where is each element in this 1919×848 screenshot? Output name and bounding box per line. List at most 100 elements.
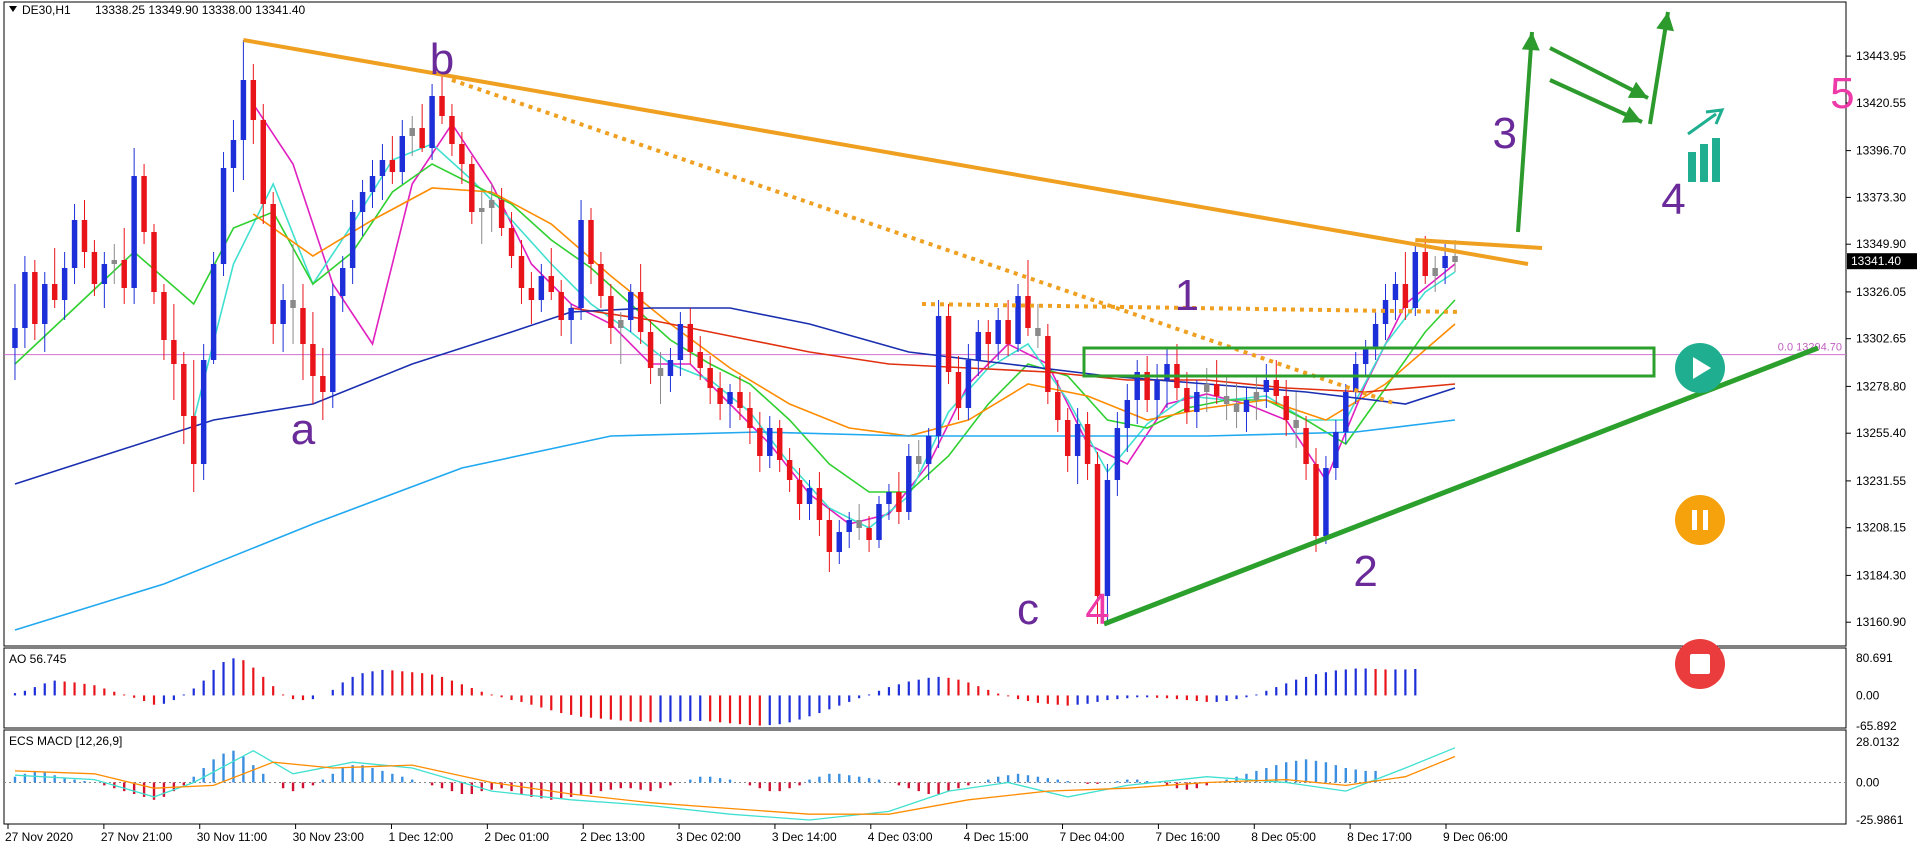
candle-body bbox=[1204, 384, 1210, 392]
candle-body bbox=[1352, 364, 1359, 392]
candle-body bbox=[667, 360, 674, 376]
time-tick-label: 8 Dec 17:00 bbox=[1347, 830, 1412, 844]
macd-panel bbox=[3, 729, 1847, 825]
candle-body bbox=[1084, 424, 1091, 464]
candle-body bbox=[1134, 372, 1140, 400]
candle-body bbox=[578, 220, 584, 308]
symbol-label: DE30,H1 bbox=[22, 3, 71, 17]
candle-body bbox=[896, 492, 902, 512]
candle-body bbox=[965, 360, 972, 408]
candle-body bbox=[508, 228, 515, 256]
candle-body bbox=[727, 392, 733, 404]
time-tick-label: 27 Nov 21:00 bbox=[101, 830, 173, 844]
price-tick-label: 13396.70 bbox=[1856, 144, 1906, 158]
candle-body bbox=[945, 316, 952, 372]
axis-layer: 13443.95 13420.55 13396.70 13373.30 13349.90… bbox=[5, 49, 1917, 844]
wave1-level-line bbox=[921, 302, 1463, 314]
candle-body bbox=[1045, 336, 1051, 392]
macd-tick-label: -25.9861 bbox=[1856, 813, 1904, 827]
candle-body bbox=[1382, 300, 1389, 324]
candle-body bbox=[339, 268, 346, 296]
price-tick-label: 13184.30 bbox=[1856, 568, 1906, 582]
candle-body bbox=[409, 128, 415, 136]
candle-body bbox=[1323, 468, 1329, 536]
candle-body bbox=[627, 292, 634, 320]
time-tick-label: 7 Dec 16:00 bbox=[1155, 830, 1220, 844]
projection-arrow-1-head bbox=[1521, 32, 1540, 51]
candle-body bbox=[657, 368, 664, 376]
candle-body bbox=[538, 276, 545, 300]
candle-body bbox=[101, 264, 108, 284]
wave-label-5: 1 bbox=[1175, 271, 1199, 320]
candle-body bbox=[737, 392, 743, 408]
candle-body bbox=[1452, 256, 1458, 262]
price-tick-label: 13160.90 bbox=[1856, 615, 1906, 629]
candle-body bbox=[995, 320, 1001, 344]
candle-body bbox=[767, 428, 773, 456]
symbol-dropdown-icon[interactable] bbox=[9, 6, 17, 12]
bar-chart-arrow-head bbox=[1705, 108, 1725, 125]
candle-body bbox=[1283, 396, 1289, 420]
candle-body bbox=[439, 96, 445, 116]
ao-layer bbox=[13, 658, 1417, 726]
pause-button[interactable] bbox=[1675, 495, 1725, 545]
candle-body bbox=[955, 372, 962, 408]
stop-button[interactable] bbox=[1675, 639, 1725, 689]
candle-body bbox=[320, 376, 326, 392]
wave-label-3: c bbox=[1017, 585, 1039, 634]
candle-body bbox=[250, 80, 257, 120]
candle-body bbox=[459, 144, 465, 164]
candle-body bbox=[1313, 464, 1319, 536]
bar-chart-bar-1 bbox=[1688, 152, 1696, 182]
candle-body bbox=[81, 220, 88, 252]
time-tick-label: 2 Dec 13:00 bbox=[580, 830, 645, 844]
candle-body bbox=[498, 200, 505, 228]
candle-body bbox=[399, 136, 406, 172]
candle-body bbox=[717, 388, 723, 404]
price-tick-label: 13443.95 bbox=[1856, 49, 1906, 63]
candle-body bbox=[1263, 380, 1270, 392]
play-button[interactable] bbox=[1675, 343, 1725, 393]
candle-body bbox=[776, 428, 783, 460]
candle-body bbox=[1154, 380, 1160, 400]
ao-tick-label: 80.691 bbox=[1856, 651, 1893, 665]
candle-body bbox=[518, 256, 525, 288]
candle-body bbox=[389, 160, 396, 172]
candle-body bbox=[210, 264, 217, 360]
candle-body bbox=[1362, 348, 1369, 364]
play-glyph bbox=[1693, 357, 1711, 379]
projection-arrow-4-head bbox=[1656, 12, 1675, 32]
candle-body bbox=[488, 200, 495, 208]
price-tick-label: 13326.05 bbox=[1856, 285, 1906, 299]
candle-body bbox=[826, 520, 833, 552]
projection-arrow-3-head bbox=[1621, 106, 1642, 123]
candle-body bbox=[747, 408, 753, 428]
price-tick-label: 13349.90 bbox=[1856, 237, 1906, 251]
candle-body bbox=[1184, 388, 1190, 412]
candle-body bbox=[796, 480, 803, 504]
candle-body bbox=[1273, 380, 1279, 396]
price-tick-label: 13420.55 bbox=[1856, 96, 1906, 110]
candle-body bbox=[1074, 424, 1081, 456]
time-tick-label: 4 Dec 03:00 bbox=[868, 830, 933, 844]
candle-body bbox=[876, 504, 882, 540]
candle-body bbox=[131, 176, 137, 288]
pause-icon bbox=[1675, 495, 1725, 545]
candle-body bbox=[975, 332, 982, 360]
candle-body bbox=[161, 292, 167, 340]
candle-body bbox=[1343, 392, 1349, 432]
candle-body bbox=[171, 340, 177, 364]
candle-body bbox=[1104, 480, 1111, 596]
pause-bar-left bbox=[1692, 510, 1697, 530]
candle-body bbox=[836, 532, 843, 552]
candle-body bbox=[757, 428, 763, 456]
macd-tick-label: 0.00 bbox=[1856, 775, 1880, 789]
candle-body bbox=[51, 284, 58, 300]
support-zone bbox=[1082, 346, 1656, 378]
candle-body bbox=[816, 488, 823, 520]
projection-arrow-4-shaft bbox=[1648, 11, 1670, 125]
candle-body bbox=[608, 296, 614, 328]
candle-body bbox=[359, 192, 366, 212]
